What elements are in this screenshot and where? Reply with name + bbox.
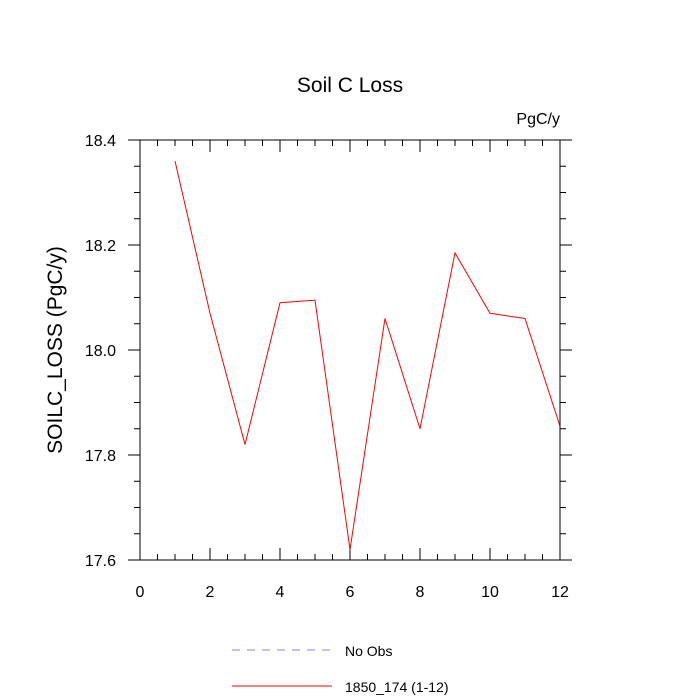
- y-tick-label: 18.0: [85, 343, 116, 360]
- chart-title: Soil C Loss: [297, 74, 403, 97]
- x-tick-label: 10: [481, 584, 499, 601]
- y-tick-label: 17.6: [85, 553, 116, 570]
- x-tick-label: 6: [346, 584, 355, 601]
- x-tick-label: 4: [276, 584, 285, 601]
- legend-label: 1850_174 (1-12): [345, 679, 449, 695]
- y-tick-label: 17.8: [85, 448, 116, 465]
- axis-tick-labels: 0 2 4 6 8 10 12 17.6 17.8 18.0 18.2 18.4: [85, 133, 569, 601]
- y-tick-label: 18.4: [85, 133, 116, 150]
- legend: No Obs 1850_174 (1-12): [232, 643, 449, 695]
- y-tick-label: 18.2: [85, 238, 116, 255]
- plot-frame: [139, 139, 561, 561]
- y-axis-label: SOILC_LOSS (PgC/y): [44, 246, 67, 454]
- x-tick-label: 2: [206, 584, 215, 601]
- legend-label: No Obs: [345, 643, 392, 659]
- x-tick-label: 0: [136, 584, 145, 601]
- x-tick-label: 12: [551, 584, 569, 601]
- series-line: [174, 160, 561, 550]
- x-tick-label: 8: [416, 584, 425, 601]
- units-label: PgC/y: [516, 111, 560, 128]
- axis-ticks: [128, 139, 572, 561]
- series-layer: [174, 160, 561, 550]
